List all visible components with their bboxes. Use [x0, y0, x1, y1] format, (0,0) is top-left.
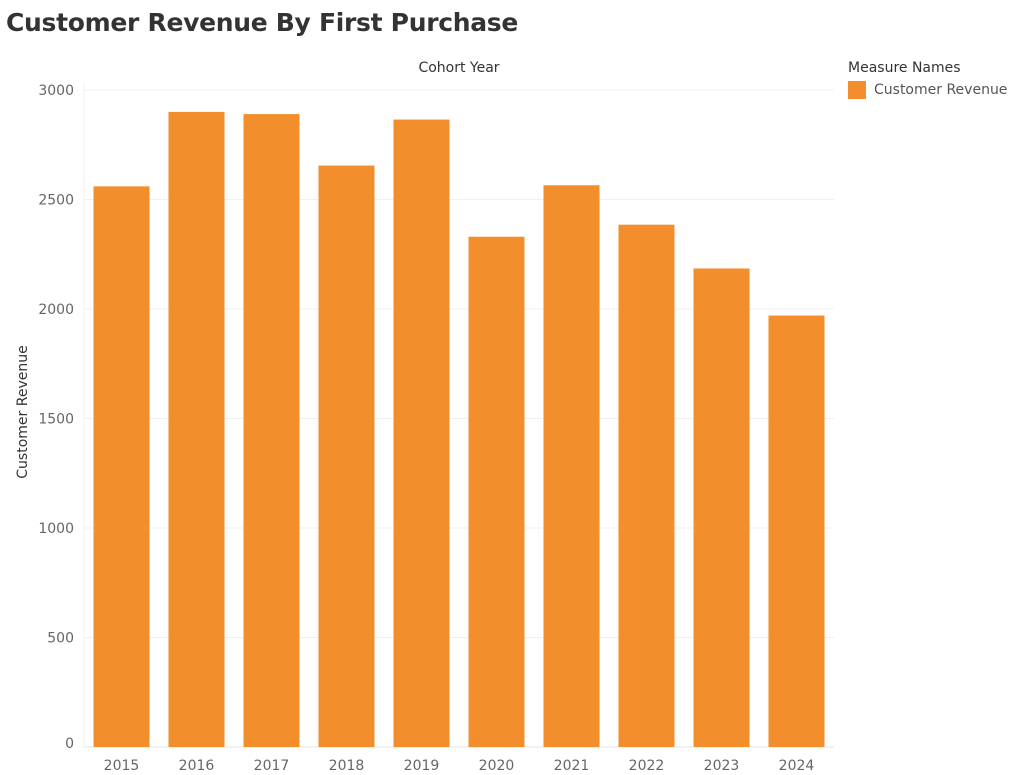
legend-item-customer-revenue[interactable]: Customer Revenue [848, 81, 1007, 99]
legend: Measure Names Customer Revenue [848, 60, 1007, 99]
y-tick-label: 3000 [38, 83, 74, 99]
x-tick-label: 2021 [554, 758, 590, 774]
x-tick-label: 2023 [704, 758, 740, 774]
y-axis-title: Customer Revenue [15, 345, 31, 478]
x-tick-label: 2016 [179, 758, 215, 774]
y-tick-label: 1000 [38, 521, 74, 537]
x-axis-ticks: 2015 2016 2017 2018 2019 2020 2021 2022 2023 2024 [104, 758, 815, 774]
legend-title: Measure Names [848, 60, 961, 76]
x-tick-label: 2024 [779, 758, 815, 774]
x-axis-title: Cohort Year [418, 60, 500, 76]
bar-2020[interactable] [468, 236, 525, 748]
x-tick-label: 2015 [104, 758, 140, 774]
bar-2017[interactable] [243, 114, 300, 748]
bar-2016[interactable] [168, 111, 225, 747]
bar-2015[interactable] [93, 186, 150, 748]
y-tick-label: 0 [65, 736, 74, 752]
x-tick-label: 2020 [479, 758, 515, 774]
bar-2021[interactable] [543, 185, 600, 747]
bar-2019[interactable] [393, 119, 450, 747]
x-tick-label: 2022 [629, 758, 665, 774]
chart-title: Customer Revenue By First Purchase [6, 8, 519, 37]
y-tick-label: 500 [47, 631, 74, 647]
y-axis-ticks: 0 500 1000 1500 2000 2500 3000 [38, 83, 74, 752]
bar-2018[interactable] [318, 165, 375, 747]
y-tick-label: 2500 [38, 193, 74, 209]
bar-2022[interactable] [618, 224, 675, 747]
bar-2024[interactable] [768, 315, 825, 747]
legend-label: Customer Revenue [874, 82, 1008, 98]
y-tick-label: 2000 [38, 302, 74, 318]
bars [93, 111, 825, 748]
y-tick-label: 1500 [38, 412, 74, 428]
x-tick-label: 2017 [254, 758, 290, 774]
x-tick-label: 2019 [404, 758, 440, 774]
legend-swatch [848, 81, 866, 99]
bar-2023[interactable] [693, 268, 750, 747]
x-tick-label: 2018 [329, 758, 365, 774]
